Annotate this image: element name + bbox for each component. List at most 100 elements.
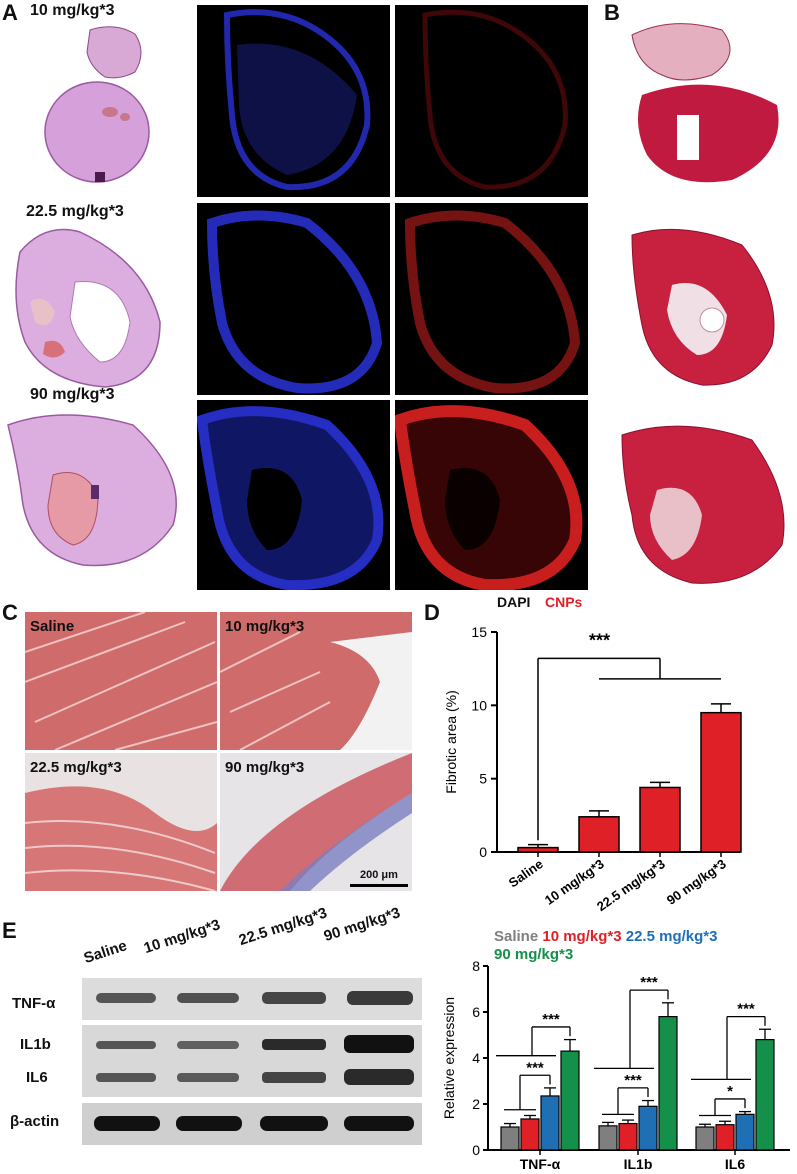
- lane-label-saline: Saline: [81, 937, 130, 967]
- panel-letter-d: D: [424, 600, 440, 625]
- panel-letter-a: A: [2, 0, 18, 25]
- legend-dapi: DAPI: [497, 594, 531, 610]
- significance-label: ***: [737, 1001, 755, 1018]
- bar-2-1: [715, 1124, 735, 1151]
- legend-10: 10 mg/kg*3: [542, 928, 622, 945]
- significance-label: *: [727, 1083, 733, 1100]
- band: [177, 993, 239, 1003]
- bar-2-2: [735, 1113, 755, 1151]
- band: [344, 1116, 414, 1131]
- legend-saline: Saline: [494, 928, 539, 945]
- dapi-image-90: [197, 400, 390, 590]
- scale-bar: [350, 884, 408, 887]
- y-tick-label: 0: [472, 1142, 480, 1158]
- bar-1-3: [658, 1015, 678, 1151]
- x-tick-label: 90 mg/kg*3: [664, 856, 729, 908]
- label-90: 90 mg/kg*3: [225, 759, 305, 776]
- y-axis-label: Relative expression: [441, 997, 457, 1119]
- y-tick-label: 6: [472, 1004, 480, 1020]
- significance-label: ***: [526, 1059, 544, 1076]
- significance-label: ***: [640, 974, 658, 991]
- masson-section-22: [612, 215, 790, 393]
- bar-2-0: [695, 1126, 715, 1151]
- legend-22: 22.5 mg/kg*3: [625, 928, 718, 945]
- band: [262, 992, 326, 1004]
- band: [177, 1041, 239, 1049]
- x-tick-label: 22.5 mg/kg*3: [594, 856, 668, 914]
- significance-label: ***: [624, 1072, 642, 1089]
- label-10: 10 mg/kg*3: [225, 618, 305, 635]
- band: [94, 1116, 160, 1131]
- panel-letter-b: B: [604, 0, 620, 25]
- band: [96, 1041, 156, 1049]
- lane-label-90: 90 mg/kg*3: [321, 904, 403, 945]
- significance-label: ***: [542, 1011, 560, 1028]
- bar-3: [700, 711, 742, 853]
- blot-strip-tnf: [82, 978, 422, 1020]
- lane-label-10: 10 mg/kg*3: [141, 916, 223, 957]
- y-tick-label: 8: [472, 960, 480, 974]
- legend-cnps: CNPs: [545, 594, 583, 610]
- x-tick-label: IL1b: [624, 1156, 653, 1172]
- panel-letter-e: E: [2, 918, 17, 943]
- dose-label-22: 22.5 mg/kg*3: [26, 203, 124, 220]
- scale-bar-label: 200 μm: [360, 869, 398, 881]
- blot-row-il1b: IL1b: [20, 1036, 51, 1053]
- band: [96, 1073, 156, 1082]
- y-axis-label: Fibrotic area (%): [443, 690, 459, 793]
- bar-2: [639, 786, 681, 853]
- cnp-image-10: [395, 5, 588, 197]
- blot-row-il6: IL6: [26, 1069, 48, 1086]
- bar-0-2: [540, 1095, 560, 1151]
- dose-label-90: 90 mg/kg*3: [30, 386, 115, 403]
- y-tick-label: 2: [472, 1096, 480, 1112]
- band: [347, 991, 413, 1005]
- masson-section-10: [612, 15, 792, 193]
- x-tick-label: TNF-α: [520, 1156, 561, 1172]
- legend-90: 90 mg/kg*3: [494, 946, 574, 963]
- band: [96, 993, 156, 1003]
- x-tick-label: IL6: [725, 1156, 745, 1172]
- he-section-22: [5, 222, 170, 390]
- histology-saline: Saline: [25, 612, 217, 750]
- band: [344, 1069, 414, 1085]
- blot-strip-actin: [82, 1103, 422, 1145]
- bar-1: [578, 816, 620, 853]
- blot-row-tnf: TNF-α: [12, 995, 56, 1012]
- y-tick-label: 4: [472, 1050, 480, 1066]
- he-section-90: [3, 405, 193, 570]
- bar-0-1: [520, 1118, 540, 1151]
- histology-10: 10 mg/kg*3: [220, 612, 412, 750]
- dose-label-10: 10 mg/kg*3: [30, 2, 115, 19]
- dapi-image-10: [197, 5, 390, 197]
- label-saline: Saline: [30, 618, 75, 635]
- bar-0-3: [560, 1050, 580, 1151]
- label-22: 22.5 mg/kg*3: [30, 759, 122, 776]
- bar-0: [517, 846, 559, 853]
- band: [262, 1072, 326, 1083]
- cnp-image-90: [395, 400, 588, 590]
- blot-strip-il1b-il6: [82, 1025, 422, 1097]
- bar-1-0: [598, 1125, 618, 1151]
- y-tick-label: 10: [471, 697, 487, 713]
- panel-letter-c: C: [2, 600, 18, 625]
- band: [262, 1039, 326, 1050]
- y-tick-label: 15: [471, 624, 487, 640]
- masson-section-90: [612, 415, 792, 590]
- band: [344, 1035, 414, 1053]
- histology-90: 90 mg/kg*3 200 μm: [220, 753, 412, 891]
- cnp-image-22: [395, 203, 588, 395]
- y-tick-label: 5: [479, 771, 487, 787]
- band: [176, 1116, 242, 1131]
- x-tick-label: Saline: [506, 856, 546, 890]
- blot-row-actin: β-actin: [10, 1113, 60, 1130]
- band: [260, 1116, 328, 1131]
- he-section-10: [35, 22, 165, 187]
- significance-label: ***: [589, 631, 610, 651]
- histology-22: 22.5 mg/kg*3: [25, 753, 217, 891]
- lane-label-22: 22.5 mg/kg*3: [236, 904, 330, 949]
- y-tick-label: 0: [479, 844, 487, 860]
- dapi-image-22: [197, 203, 390, 395]
